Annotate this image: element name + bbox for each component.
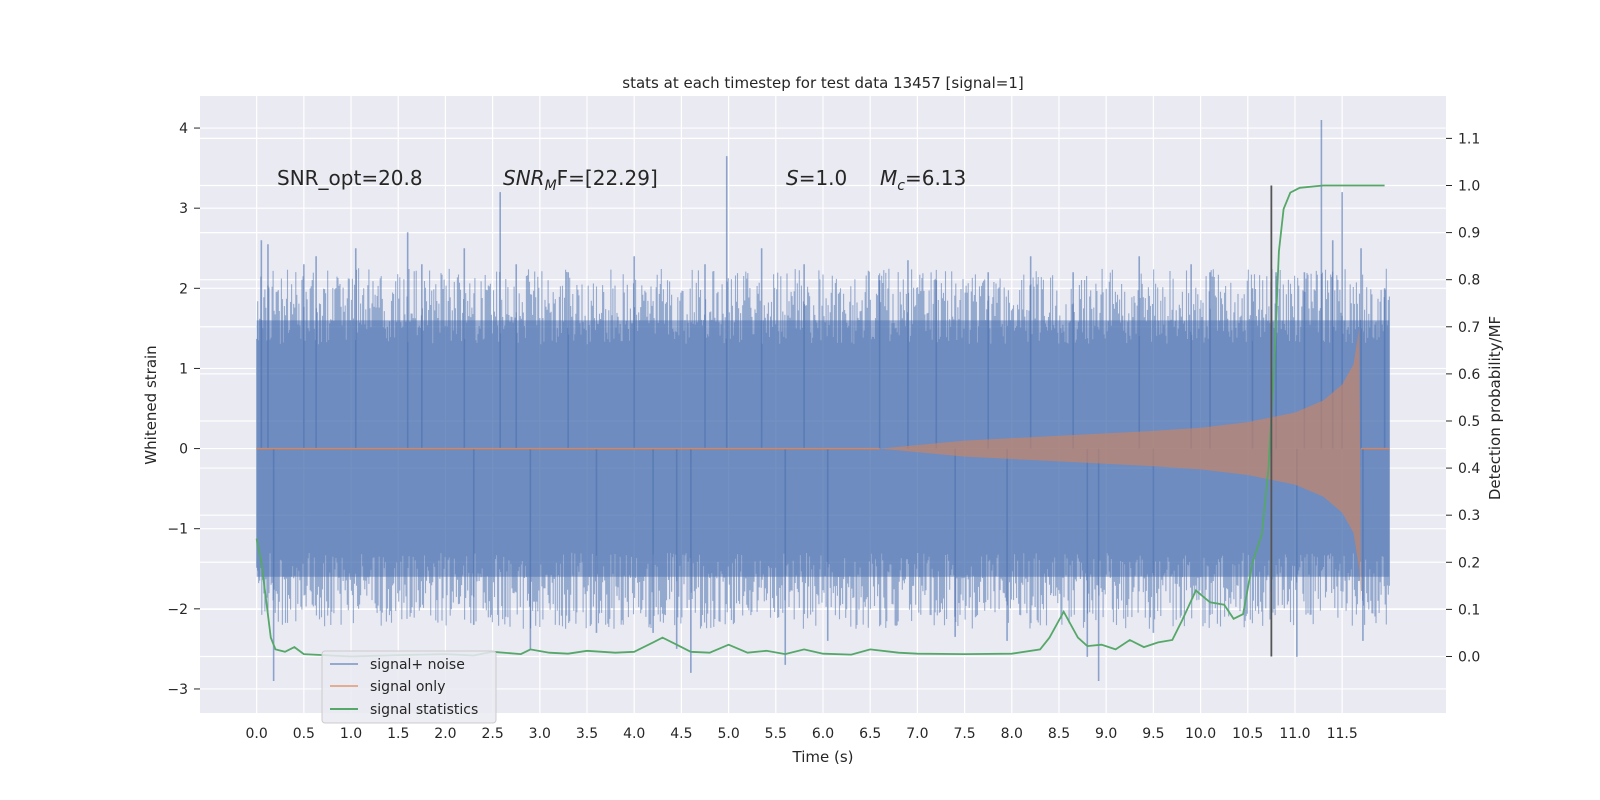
x-tick-label: 2.0 bbox=[434, 726, 456, 742]
chart-title: stats at each timestep for test data 134… bbox=[622, 74, 1023, 92]
y2-tick-label: 0.9 bbox=[1458, 226, 1480, 242]
legend-label-signal-noise: signal+ noise bbox=[370, 657, 465, 673]
y-tick-label: 1 bbox=[179, 361, 188, 377]
legend-label-signal-statistics: signal statistics bbox=[370, 702, 478, 718]
y-tick-label: −2 bbox=[167, 602, 188, 618]
x-tick-label: 10.5 bbox=[1232, 726, 1263, 742]
x-axis-label: Time (s) bbox=[792, 748, 854, 766]
y2-tick-label: 0.4 bbox=[1458, 461, 1480, 477]
y-axis-ticks: −3 −2 −1 0 1 2 3 4 bbox=[167, 121, 200, 698]
x-tick-label: 9.0 bbox=[1095, 726, 1117, 742]
legend-label-signal-only: signal only bbox=[370, 679, 445, 695]
y-tick-label: −3 bbox=[167, 682, 188, 698]
x-tick-label: 4.0 bbox=[623, 726, 645, 742]
y2-tick-label: 0.7 bbox=[1458, 320, 1480, 336]
x-tick-label: 9.5 bbox=[1142, 726, 1164, 742]
annotation-snr-opt: SNR_opt=20.8 bbox=[277, 166, 423, 190]
x-tick-label: 1.0 bbox=[340, 726, 362, 742]
y2-tick-label: 0.3 bbox=[1458, 508, 1480, 524]
y2-tick-label: 0.0 bbox=[1458, 649, 1480, 665]
y-tick-label: 4 bbox=[179, 121, 188, 137]
annotation-mc: Mc=6.13 bbox=[880, 166, 966, 194]
legend: signal+ noise signal only signal statist… bbox=[321, 650, 497, 724]
y2-tick-label: 1.1 bbox=[1458, 131, 1480, 147]
x-tick-label: 11.5 bbox=[1327, 726, 1358, 742]
x-tick-label: 1.5 bbox=[387, 726, 409, 742]
x-tick-label: 3.0 bbox=[529, 726, 551, 742]
annotation-snr-mf: SNRMF=[22.29] bbox=[503, 166, 658, 194]
x-tick-label: 5.5 bbox=[765, 726, 787, 742]
x-tick-label: 8.0 bbox=[1001, 726, 1023, 742]
x-tick-label: 5.0 bbox=[717, 726, 739, 742]
y2-tick-label: 0.1 bbox=[1458, 602, 1480, 618]
y-tick-label: −1 bbox=[167, 522, 188, 538]
signal-only-chirp bbox=[879, 328, 1361, 601]
y-tick-label: 0 bbox=[179, 442, 188, 458]
y2-axis-ticks: 0.0 0.1 0.2 0.3 0.4 0.5 0.6 0.7 0.8 0.9 1.0 1.1 bbox=[1446, 131, 1480, 665]
x-tick-label: 6.5 bbox=[859, 726, 881, 742]
annotation-s: S=1.0 bbox=[786, 166, 847, 190]
y2-tick-label: 0.6 bbox=[1458, 367, 1480, 383]
legend-box bbox=[321, 650, 497, 724]
x-tick-label: 11.0 bbox=[1279, 726, 1310, 742]
y2-tick-label: 1.0 bbox=[1458, 178, 1480, 194]
x-tick-label: 10.0 bbox=[1185, 726, 1216, 742]
x-axis-ticks: 0.0 0.5 1.0 1.5 2.0 2.5 3.0 3.5 4.0 4.5 5.0 5.5 6.0 6… bbox=[246, 726, 1358, 742]
x-tick-label: 4.5 bbox=[670, 726, 692, 742]
y2-axis-label: Detection probability/MF bbox=[1486, 316, 1504, 500]
x-tick-label: 2.5 bbox=[481, 726, 503, 742]
y2-tick-label: 0.5 bbox=[1458, 414, 1480, 430]
x-tick-label: 8.5 bbox=[1048, 726, 1070, 742]
y-axis-label: Whitened strain bbox=[142, 345, 160, 464]
y-tick-label: 2 bbox=[179, 281, 188, 297]
x-tick-label: 3.5 bbox=[576, 726, 598, 742]
x-tick-label: 0.0 bbox=[246, 726, 268, 742]
y2-tick-label: 0.8 bbox=[1458, 273, 1480, 289]
x-tick-label: 7.5 bbox=[953, 726, 975, 742]
y2-tick-label: 0.2 bbox=[1458, 555, 1480, 571]
x-tick-label: 6.0 bbox=[812, 726, 834, 742]
x-tick-label: 7.0 bbox=[906, 726, 928, 742]
y-tick-label: 3 bbox=[179, 201, 188, 217]
signal-only-series bbox=[256, 328, 1390, 601]
x-tick-label: 0.5 bbox=[293, 726, 315, 742]
